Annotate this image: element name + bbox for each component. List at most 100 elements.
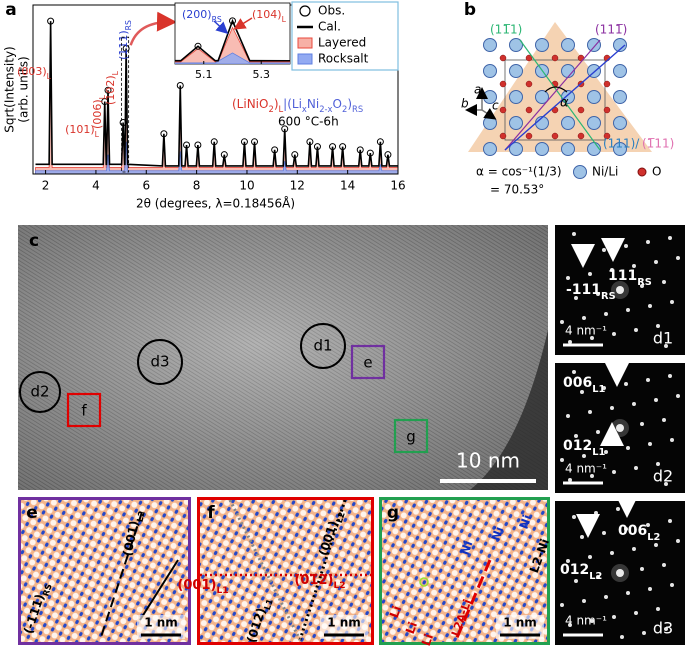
fft-spot	[668, 236, 672, 240]
formula-part: 2	[342, 104, 347, 114]
fft-spot	[588, 272, 592, 276]
spot-label-part: 111	[608, 268, 637, 284]
panel-a: 2 4 6 8 10 12 14 16 2θ (degrees, λ=0.18456Å) Sqrt…	[3, 0, 667, 211]
x-axis-label: 2θ (degrees, λ=0.18456Å)	[136, 196, 295, 211]
formula: (LiNiO2)L|(LixNi2-xO2)RS	[232, 97, 363, 114]
zoom-border	[197, 497, 374, 645]
marker	[384, 151, 392, 159]
fft-spot	[596, 292, 600, 296]
ni-li-atom	[535, 90, 549, 104]
ni-li-atom	[561, 142, 575, 156]
fft-spot	[634, 611, 638, 615]
x-tick-label: 12	[290, 179, 305, 193]
line	[175, 18, 290, 62]
fft-spot	[612, 332, 616, 336]
fft-spot	[604, 450, 608, 454]
marker	[306, 138, 314, 146]
o-atom	[525, 106, 533, 114]
spot-label-part: 006	[563, 375, 592, 391]
zoom-scale-label: 1 nm	[503, 616, 537, 630]
fft-spot	[616, 507, 620, 511]
annotation: (001)L1	[177, 578, 228, 596]
tem-edge	[470, 330, 548, 490]
x-tick-label: 14	[340, 179, 355, 193]
fft-spot	[588, 410, 592, 414]
fft-spot	[664, 482, 668, 486]
o-atom	[551, 54, 559, 62]
fft-spot	[582, 454, 586, 458]
peak-label-part: RS	[124, 20, 133, 30]
inset-label-part: (200)	[182, 8, 212, 21]
fft-spot	[566, 414, 570, 418]
fft-spot	[560, 458, 564, 462]
panel-label: g	[387, 503, 399, 523]
peak-label: (111)RS	[117, 20, 133, 60]
annotation: (012)L2	[294, 573, 345, 591]
marker	[119, 118, 127, 126]
formula-part: 2-x	[319, 104, 332, 114]
legend-symbol	[299, 5, 311, 17]
marker	[183, 141, 191, 149]
guide-line	[228, 499, 302, 641]
angle-formula: = 70.53°	[490, 183, 544, 197]
fft-spot	[596, 575, 600, 579]
peak-label-part: L	[95, 130, 100, 139]
fft-spot	[566, 276, 570, 280]
legend: Obs. Cal. Layered Rocksalt	[291, 1, 399, 71]
peak-label-part: L	[98, 94, 107, 99]
ni-li-atom	[509, 64, 523, 78]
region-circle	[300, 323, 346, 369]
marker	[661, 47, 667, 53]
o-atom	[577, 132, 585, 140]
ni-li-atom	[509, 38, 523, 52]
region-label: d3	[150, 353, 169, 371]
fft-scale-label: 4 nm⁻¹	[565, 324, 607, 338]
line	[35, 21, 398, 167]
marker	[122, 44, 130, 52]
region-box	[393, 418, 429, 454]
annotation: Ni	[489, 525, 507, 543]
region-label: e	[363, 354, 372, 372]
peak-label-part: (006)	[91, 99, 104, 129]
fft-spot	[676, 256, 680, 260]
axis-label: b	[461, 97, 469, 111]
legend-label: Ni/Li	[592, 165, 618, 179]
annotation-part: L2	[333, 581, 345, 591]
fft-scale-label: 4 nm⁻¹	[565, 462, 607, 476]
fft-spot	[590, 619, 594, 623]
annotation-part: L1	[216, 586, 228, 596]
o-atom	[603, 80, 611, 88]
fft-spot	[646, 523, 650, 527]
fft-spot	[634, 328, 638, 332]
annotation-part: L1	[261, 597, 274, 611]
spot-label-part: 012	[560, 562, 589, 578]
fft-spot	[648, 442, 652, 446]
annotation: Li	[419, 632, 436, 647]
scale-label: 10 nm	[456, 449, 520, 473]
fft-spot	[580, 390, 584, 394]
ni-li-atom	[483, 116, 497, 130]
legend-ni	[573, 165, 587, 179]
o-atom	[499, 132, 507, 140]
marker	[101, 98, 109, 106]
fft-spot	[632, 402, 636, 406]
fft-spot	[588, 555, 592, 559]
spot-label: -111RS	[566, 282, 616, 302]
fft-scale-label: 4 nm⁻¹	[565, 614, 607, 628]
panel-b: bα(11̅1) (111̅)(111)/(1̅11)ab cα = cos⁻¹(1…	[461, 0, 674, 197]
formula-part: Ni	[307, 97, 319, 111]
ni-li-atom	[613, 64, 627, 78]
ni-li-atom	[509, 142, 523, 156]
o-atom	[603, 106, 611, 114]
plane-label: (111̅)	[595, 23, 627, 37]
plane-line	[519, 39, 601, 151]
plane-line	[504, 44, 626, 151]
guide-line	[139, 559, 179, 621]
fft-spot	[574, 434, 578, 438]
axis-arrow	[481, 108, 497, 120]
region-label: f	[81, 402, 87, 420]
fft-spot	[602, 531, 606, 535]
marker	[281, 125, 289, 133]
